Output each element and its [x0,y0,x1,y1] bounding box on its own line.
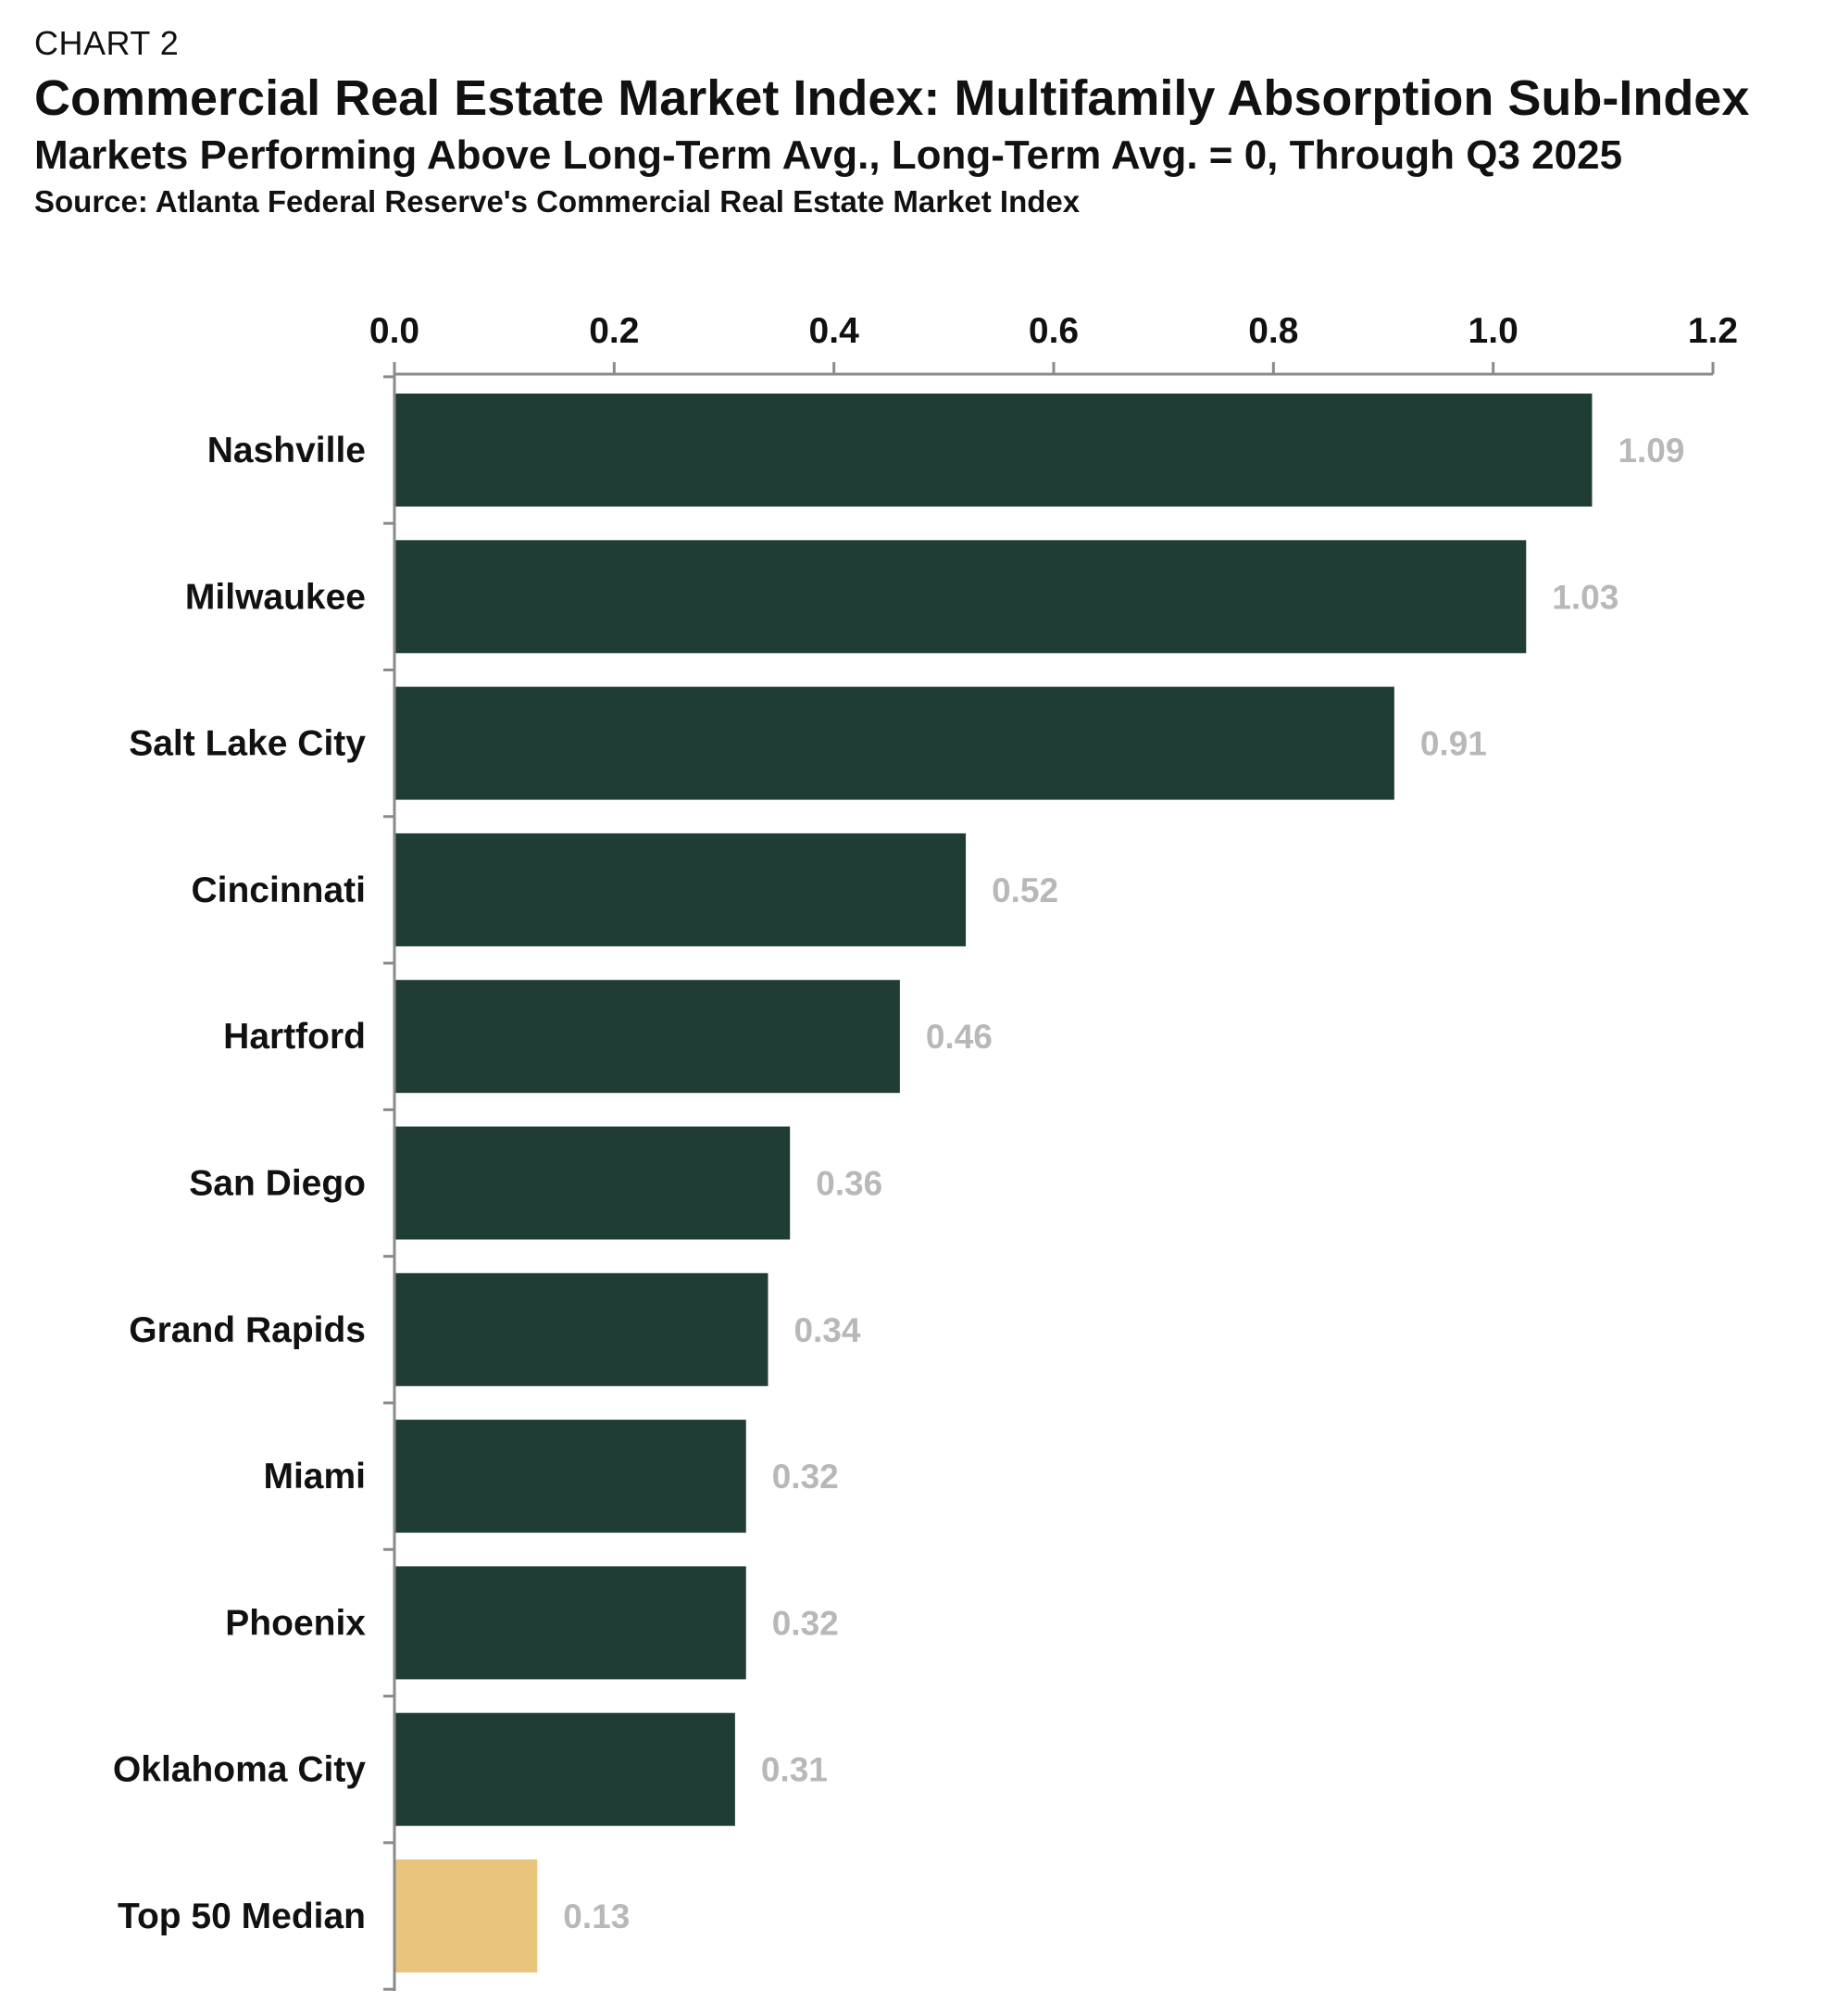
data-label: 0.91 [1420,725,1487,763]
category-label: Milwaukee [185,577,366,617]
bar-median [395,1859,538,1972]
chart-source: Source: Atlanta Federal Reserve's Commer… [34,184,1081,219]
x-tick-label: 1.2 [1688,311,1738,351]
bar [395,1126,791,1240]
bar [395,540,1527,654]
data-label: 0.31 [761,1751,828,1789]
category-label: Phoenix [225,1603,366,1643]
data-label: 0.46 [926,1018,993,1056]
data-label: 0.36 [816,1165,882,1203]
x-tick-label: 0.8 [1248,311,1298,351]
x-tick-label: 0.0 [369,311,419,351]
bar [395,833,967,946]
category-label: San Diego [189,1164,366,1204]
data-label: 0.34 [794,1311,860,1349]
category-label: Nashville [207,431,366,470]
category-label: Top 50 Median [118,1897,366,1936]
category-label: Grand Rapids [129,1310,366,1350]
category-label: Miami [263,1457,366,1496]
data-label: 0.32 [772,1458,839,1496]
data-label: 0.13 [563,1897,630,1935]
x-axis: 0.0 0.2 0.4 0.6 0.8 1.0 1.2 [369,311,1738,1991]
bar [395,686,1394,800]
category-label: Salt Lake City [129,724,366,764]
x-tick-label: 0.4 [809,311,860,351]
bar [395,1712,735,1826]
bar [395,1272,769,1386]
category-label: Hartford [223,1017,366,1057]
x-tick-label: 0.2 [589,311,639,351]
data-label: 1.09 [1618,432,1684,470]
labels: Nashville 1.09 Milwaukee 1.03 Salt Lake City… [113,431,1685,1936]
bar [395,394,1593,507]
bars [395,394,1593,1972]
data-label: 1.03 [1552,578,1618,616]
x-tick-label: 0.6 [1029,311,1079,351]
chart-title: Commercial Real Estate Market Index: Mul… [34,70,1750,126]
category-label: Oklahoma City [113,1750,366,1790]
category-label: Cincinnati [191,870,366,910]
chart-header: CHART 2 Commercial Real Estate Market In… [34,20,1793,220]
bar [395,980,900,1094]
bar [395,1420,746,1534]
chart-number: CHART 2 [34,24,180,62]
data-label: 0.52 [992,871,1058,909]
chart-subtitle: Markets Performing Above Long-Term Avg.,… [34,132,1623,178]
bar [395,1566,746,1680]
data-label: 0.32 [772,1604,839,1642]
x-tick-label: 1.0 [1468,311,1518,351]
